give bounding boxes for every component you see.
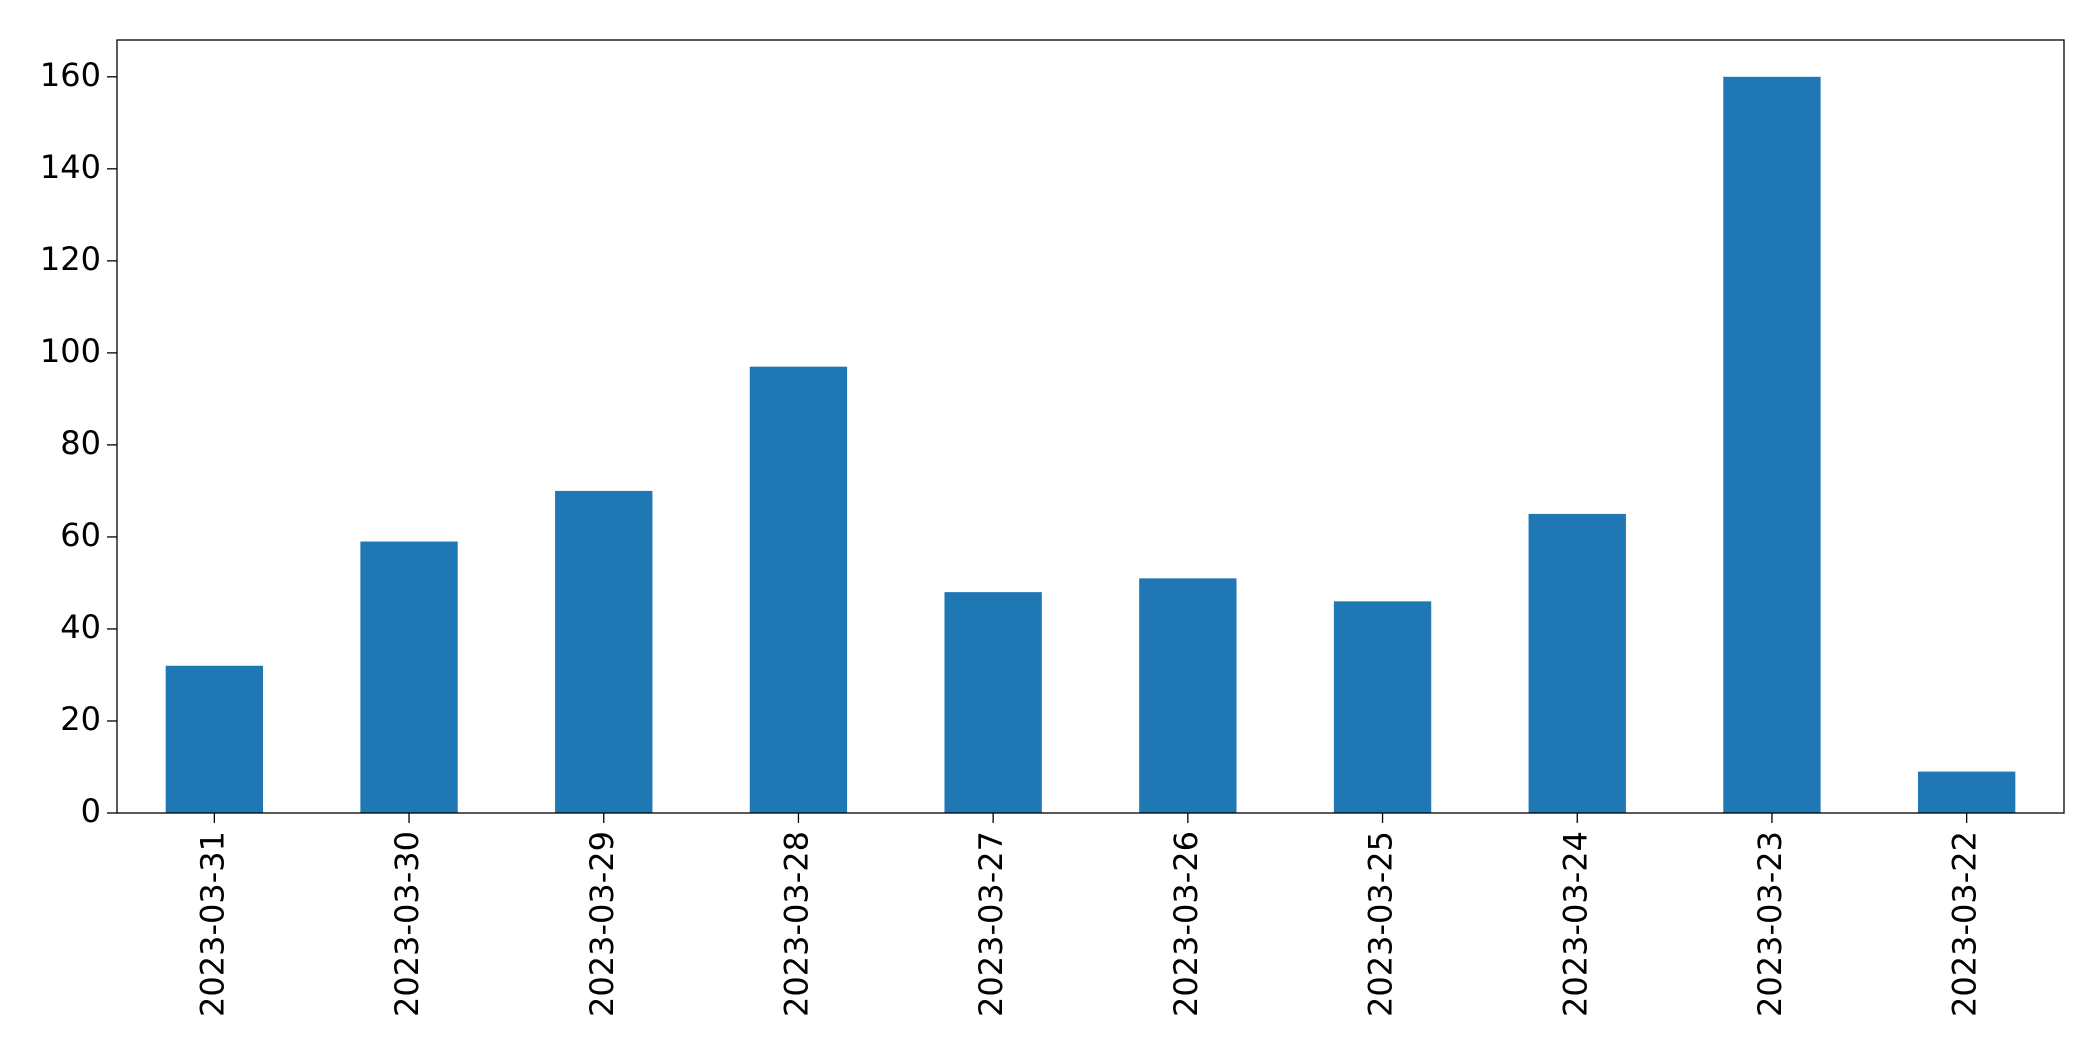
x-tick-label: 2023-03-29 <box>583 831 621 1017</box>
x-tick-label: 2023-03-28 <box>777 831 815 1017</box>
bar <box>1917 771 2016 813</box>
bar <box>749 366 848 813</box>
bar <box>555 490 653 813</box>
x-tick-label: 2023-03-22 <box>1946 831 1984 1017</box>
y-tick-label: 40 <box>60 608 101 646</box>
y-tick-label: 100 <box>40 332 101 370</box>
y-tick-label: 160 <box>40 56 101 94</box>
bar <box>360 541 458 813</box>
y-tick-label: 140 <box>40 148 101 186</box>
x-tick-label: 2023-03-25 <box>1362 831 1400 1017</box>
y-tick-label: 120 <box>40 240 101 278</box>
x-tick-label: 2023-03-27 <box>972 831 1010 1017</box>
bar <box>944 592 1042 813</box>
x-tick-label: 2023-03-31 <box>193 831 231 1017</box>
y-tick-label: 20 <box>60 700 101 738</box>
y-tick-label: 80 <box>60 424 101 462</box>
bar <box>1333 601 1432 813</box>
bar <box>1139 578 1237 813</box>
plot-frame <box>116 39 2065 814</box>
bar <box>165 665 264 813</box>
x-tick-label: 2023-03-30 <box>388 831 426 1017</box>
bar <box>1723 76 1821 814</box>
x-tick-label: 2023-03-24 <box>1556 831 1594 1017</box>
x-tick-label: 2023-03-26 <box>1167 831 1205 1017</box>
x-tick-label: 2023-03-23 <box>1751 831 1789 1017</box>
y-tick-label: 0 <box>81 792 101 830</box>
bar <box>1528 513 1626 813</box>
y-tick-label: 60 <box>60 516 101 554</box>
